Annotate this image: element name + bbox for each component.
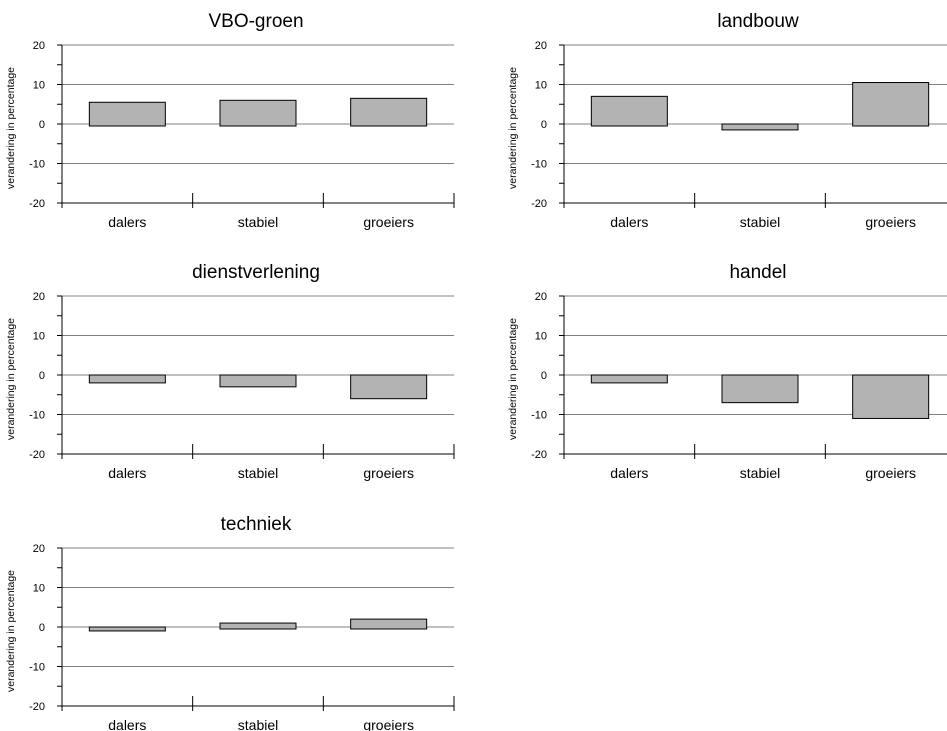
bar-stabiel [722, 124, 798, 130]
y-tick-label: 0 [541, 119, 547, 131]
y-tick-label: -10 [29, 410, 45, 422]
bar-groeiers [351, 375, 427, 399]
y-axis-label: verandering in percentage [5, 67, 17, 189]
y-tick-label: 10 [33, 583, 45, 595]
y-tick-label: 0 [39, 370, 45, 382]
y-axis-label: verandering in percentage [5, 318, 17, 440]
chart-panel-1: landbouw verandering in percentage -20 -10 0… [507, 11, 947, 230]
chart-title: handel [729, 262, 786, 283]
x-tick-label: stabiel [740, 214, 780, 230]
y-axis-label: verandering in percentage [507, 67, 519, 189]
y-tick-label: -10 [531, 159, 547, 171]
y-tick-label: 20 [33, 291, 45, 303]
x-tick-label: dalers [108, 465, 146, 481]
x-tick-label: stabiel [238, 717, 278, 731]
y-tick-label: 20 [535, 291, 547, 303]
bar-dalers [591, 375, 667, 383]
y-tick-label: 10 [33, 331, 45, 343]
bar-dalers [591, 96, 667, 126]
y-tick-label: -20 [531, 449, 547, 461]
x-tick-label: groeiers [363, 465, 414, 481]
x-tick-label: dalers [108, 717, 146, 731]
x-tick-label: dalers [610, 465, 648, 481]
y-tick-label: 0 [39, 119, 45, 131]
y-tick-label: 0 [541, 370, 547, 382]
bar-stabiel [722, 375, 798, 403]
bar-stabiel [220, 100, 296, 126]
chart-title: techniek [221, 514, 292, 535]
bar-groeiers [853, 375, 929, 418]
y-tick-label: -10 [29, 662, 45, 674]
x-tick-label: groeiers [865, 465, 916, 481]
bar-dalers [89, 627, 165, 631]
bar-stabiel [220, 375, 296, 387]
y-tick-label: 20 [33, 543, 45, 555]
chart-title: VBO-groen [208, 11, 303, 32]
chart-title: dienstverlening [192, 262, 320, 283]
y-tick-label: 20 [535, 40, 547, 52]
y-tick-label: -20 [531, 198, 547, 210]
y-tick-label: -20 [29, 701, 45, 713]
chart-panel-2: dienstverlening verandering in percentage… [5, 262, 454, 481]
y-tick-label: 20 [33, 40, 45, 52]
y-tick-label: -10 [29, 159, 45, 171]
bar-dalers [89, 375, 165, 383]
chart-panel-3: handel verandering in percentage -20 -10 0 10… [507, 262, 947, 481]
y-axis-label: verandering in percentage [5, 570, 17, 692]
x-tick-label: groeiers [363, 717, 414, 731]
y-tick-label: -20 [29, 198, 45, 210]
y-tick-label: 0 [39, 622, 45, 634]
x-tick-label: groeiers [865, 214, 916, 230]
x-tick-label: groeiers [363, 214, 414, 230]
y-tick-label: 10 [535, 331, 547, 343]
y-tick-label: -10 [531, 410, 547, 422]
bar-stabiel [220, 623, 296, 629]
x-tick-label: stabiel [238, 465, 278, 481]
chart-panel-0: VBO-groen verandering in percentage -20 -10… [5, 11, 454, 230]
chart-panel-4: techniek verandering in percentage -20 -10 0… [5, 514, 454, 731]
x-tick-label: dalers [610, 214, 648, 230]
y-tick-label: -20 [29, 449, 45, 461]
chart-title: landbouw [717, 11, 799, 32]
bar-groeiers [351, 98, 427, 126]
bar-groeiers [853, 83, 929, 126]
x-tick-label: stabiel [238, 214, 278, 230]
x-tick-label: dalers [108, 214, 146, 230]
bar-dalers [89, 102, 165, 126]
y-tick-label: 10 [535, 80, 547, 92]
y-axis-label: verandering in percentage [507, 318, 519, 440]
bar-groeiers [351, 619, 427, 629]
x-tick-label: stabiel [740, 465, 780, 481]
y-tick-label: 10 [33, 80, 45, 92]
